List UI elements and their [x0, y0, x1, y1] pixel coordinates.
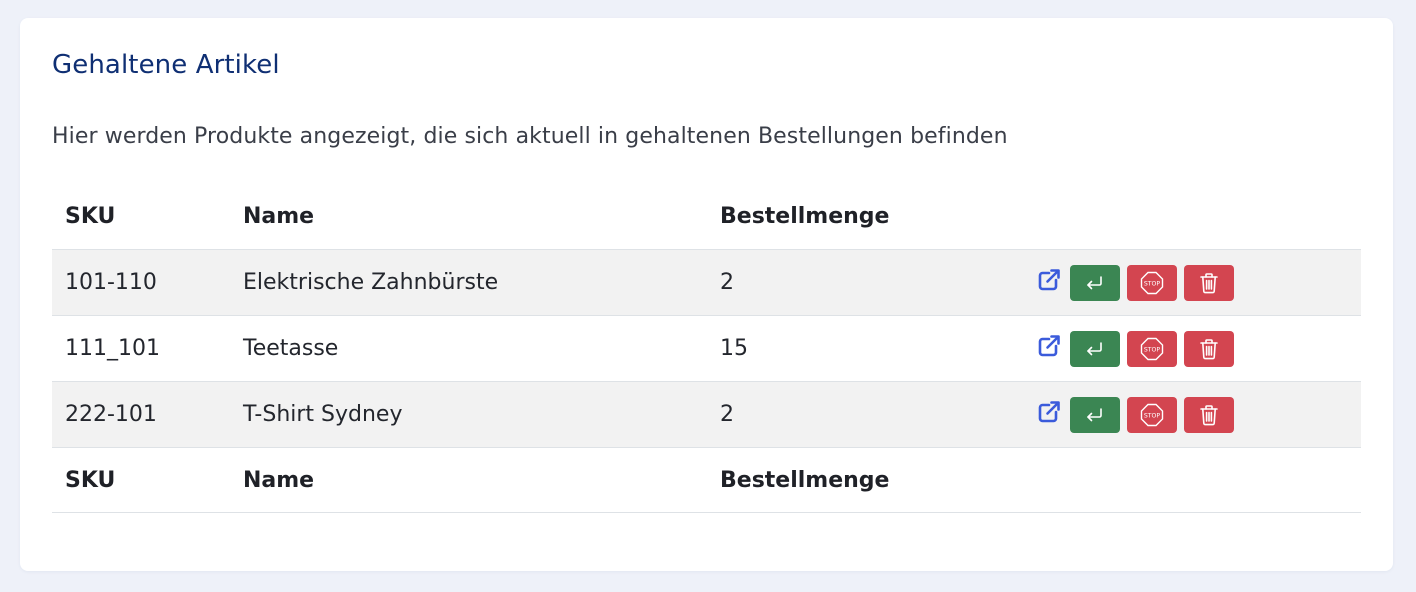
cell-name: T-Shirt Sydney — [230, 381, 707, 448]
cell-quantity: 2 — [707, 381, 1023, 448]
cell-sku: 222-101 — [52, 381, 230, 448]
return-button[interactable] — [1070, 330, 1120, 367]
cell-quantity: 2 — [707, 249, 1023, 316]
table-row: 101-110 Elektrische Zahnbürste 2 — [52, 249, 1361, 316]
cell-sku: 111_101 — [52, 315, 230, 382]
external-link-icon[interactable] — [1035, 398, 1063, 426]
return-arrow-icon — [1087, 341, 1102, 355]
svg-text:STOP: STOP — [1144, 346, 1161, 353]
row-actions: STOP — [1035, 264, 1361, 301]
page-description: Hier werden Produkte angezeigt, die sich… — [52, 124, 1008, 149]
trash-icon — [1200, 272, 1218, 293]
row-actions: STOP — [1035, 330, 1361, 367]
column-header-name: Name — [230, 184, 707, 250]
row-actions: STOP — [1035, 396, 1361, 433]
table-body: 101-110 Elektrische Zahnbürste 2 — [52, 249, 1361, 448]
held-items-table: SKU Name Bestellmenge 101-110 Elektrisch… — [52, 184, 1361, 513]
svg-text:STOP: STOP — [1144, 412, 1161, 419]
trash-icon — [1200, 338, 1218, 359]
return-button[interactable] — [1070, 264, 1120, 301]
table-header-row: SKU Name Bestellmenge — [52, 184, 1361, 250]
cell-actions: STOP — [1023, 381, 1361, 448]
return-arrow-icon — [1087, 407, 1102, 421]
cell-actions: STOP — [1023, 249, 1361, 316]
table-row: 222-101 T-Shirt Sydney 2 — [52, 381, 1361, 448]
external-link-icon[interactable] — [1035, 332, 1063, 360]
cell-name: Elektrische Zahnbürste — [230, 249, 707, 316]
column-header-actions — [1023, 184, 1361, 250]
table-footer-row: SKU Name Bestellmenge — [52, 447, 1361, 513]
page-title: Gehaltene Artikel — [52, 50, 280, 80]
cell-actions: STOP — [1023, 315, 1361, 382]
stop-button[interactable]: STOP — [1127, 396, 1177, 433]
delete-button[interactable] — [1184, 396, 1234, 433]
column-footer-sku: SKU — [52, 447, 230, 513]
column-header-quantity: Bestellmenge — [707, 184, 1023, 250]
external-link-icon[interactable] — [1035, 266, 1063, 294]
stop-sign-icon: STOP — [1140, 271, 1164, 294]
return-button[interactable] — [1070, 396, 1120, 433]
cell-quantity: 15 — [707, 315, 1023, 382]
return-arrow-icon — [1087, 275, 1102, 289]
stop-sign-icon: STOP — [1140, 337, 1164, 360]
column-footer-quantity: Bestellmenge — [707, 447, 1023, 513]
delete-button[interactable] — [1184, 330, 1234, 367]
table-row: 111_101 Teetasse 15 — [52, 315, 1361, 382]
stop-button[interactable]: STOP — [1127, 264, 1177, 301]
stop-sign-icon: STOP — [1140, 403, 1164, 426]
column-footer-actions — [1023, 447, 1361, 513]
svg-text:STOP: STOP — [1144, 280, 1161, 287]
held-items-card: Gehaltene Artikel Hier werden Produkte a… — [20, 18, 1393, 571]
delete-button[interactable] — [1184, 264, 1234, 301]
cell-sku: 101-110 — [52, 249, 230, 316]
stop-button[interactable]: STOP — [1127, 330, 1177, 367]
cell-name: Teetasse — [230, 315, 707, 382]
column-header-sku: SKU — [52, 184, 230, 250]
trash-icon — [1200, 404, 1218, 425]
column-footer-name: Name — [230, 447, 707, 513]
